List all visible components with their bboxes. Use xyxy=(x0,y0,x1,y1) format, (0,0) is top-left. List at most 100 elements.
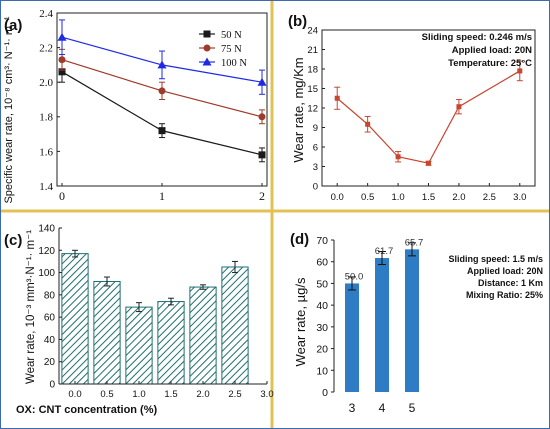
panel-b-ytick-label: 3 xyxy=(313,162,318,173)
panel-c-ytick-label: 40 xyxy=(44,335,56,346)
panel-c-ytick-label: 60 xyxy=(44,313,56,324)
panel-a-marker xyxy=(58,68,66,76)
panel-b-marker xyxy=(517,68,523,74)
panel-d: (d) Wear rate, µg/s 50.0361.7465.7501020… xyxy=(290,231,543,415)
panel-c-ytick-label: 100 xyxy=(38,268,55,279)
panel-b-xtick-label: 0.0 xyxy=(331,192,344,203)
panel-c-ylabel: Wear rate, 10⁻³ mm³·N⁻¹· m⁻¹ xyxy=(25,230,37,384)
panel-d-bar xyxy=(405,249,419,392)
panel-c-bar xyxy=(61,253,89,385)
panel-c-caption: OX: CNT concentration (%) xyxy=(16,404,158,416)
panel-b-marker xyxy=(365,121,371,127)
panel-a-marker xyxy=(202,57,212,66)
panel-c-ytick-label: 20 xyxy=(44,357,56,368)
panel-a-ytick-label: 1.8 xyxy=(39,112,53,124)
panel-b-xtick-label: 2.5 xyxy=(483,192,496,203)
panel-a-xtick-label: 0 xyxy=(59,189,65,203)
panel-d-bar xyxy=(375,258,389,392)
panel-a-legend-label: 50 N xyxy=(221,30,242,41)
panel-c-bar xyxy=(93,280,121,385)
panel-b-ytick-label: 9 xyxy=(313,123,318,134)
panel-a-label: (a) xyxy=(4,17,22,34)
panel-b-series-line xyxy=(336,70,521,164)
panel-c-bar xyxy=(189,286,217,385)
panel-a-ytick-label: 2.4 xyxy=(39,8,53,20)
panel-a-ylabel: Specific wear rate, 10⁻⁸ cm³· N⁻¹· m⁻¹ xyxy=(3,16,15,203)
panel-d-data-label: 65.7 xyxy=(405,237,424,248)
panel-b-note: Temperature: 25°C xyxy=(448,58,532,69)
panel-b-xtick-label: 1.5 xyxy=(422,192,435,203)
panel-c-ytick-label: 0 xyxy=(49,380,55,391)
panel-a-marker xyxy=(158,127,166,135)
panel-d-xtick-label: 3 xyxy=(349,401,356,415)
panel-c-xtick-label: 0.5 xyxy=(100,389,113,400)
panel-b-xtick-label: 0.5 xyxy=(361,192,374,203)
panel-d-note: Mixing Ratio: 25% xyxy=(466,290,543,300)
panel-c-ytick-label: 140 xyxy=(38,224,55,235)
panel-b-ytick-label: 18 xyxy=(307,64,318,75)
panel-a-legend-label: 75 N xyxy=(221,44,242,55)
panel-b-ylabel: Wear rate, mg/Km xyxy=(291,57,306,162)
panel-d-ytick-label: 0 xyxy=(322,387,328,399)
panel-b: (b) Wear rate, mg/Km 0 3 6 9 12 15 18 21 24 0.0 0.… xyxy=(288,13,536,203)
panel-d-data-label: 50.0 xyxy=(345,271,364,282)
panel-d-note: Distance: 1 Km xyxy=(478,278,543,288)
panel-a-marker xyxy=(203,30,211,38)
panel-b-ytick-label: 6 xyxy=(313,142,318,153)
panel-d-ytick-label: 10 xyxy=(316,365,328,377)
panel-a-marker xyxy=(258,151,266,159)
panel-d-xtick-label: 4 xyxy=(379,401,386,415)
panel-d-ytick-label: 60 xyxy=(316,257,328,269)
panel-c-xtick-label: 0.0 xyxy=(68,389,81,400)
panel-c-xtick-label: 3.0 xyxy=(260,389,273,400)
panel-d-ytick-label: 40 xyxy=(316,300,328,312)
panel-a-marker xyxy=(203,44,211,52)
panel-b-marker xyxy=(334,95,340,101)
panel-b-ytick-label: 0 xyxy=(313,181,318,192)
panel-b-ytick-label: 21 xyxy=(307,45,318,56)
panel-a: (a) Specific wear rate, 10⁻⁸ cm³· N⁻¹· m… xyxy=(3,8,268,204)
panel-a-marker xyxy=(258,113,266,121)
panel-d-xtick-label: 5 xyxy=(409,401,416,415)
panel-c-xtick-label: 1.0 xyxy=(132,389,145,400)
panel-d-label: (d) xyxy=(290,231,309,248)
panel-b-label: (b) xyxy=(288,13,307,30)
panel-a-xtick-label: 1 xyxy=(159,189,165,203)
panel-d-ytick-label: 20 xyxy=(316,344,328,356)
panel-d-data-label: 61.7 xyxy=(375,246,394,257)
panel-d-note: Sliding speed: 1.5 m/s xyxy=(448,254,543,264)
panel-a-marker xyxy=(57,32,67,41)
panel-c-bar xyxy=(157,301,185,385)
panel-b-xtick-label: 1.0 xyxy=(391,192,404,203)
panel-d-note: Applied load: 20N xyxy=(467,266,543,276)
panel-a-ytick-label: 2.0 xyxy=(39,77,53,89)
panel-d-ytick-label: 50 xyxy=(316,278,328,290)
panel-a-marker xyxy=(257,77,267,86)
panel-b-ytick-label: 15 xyxy=(307,84,318,95)
panel-c-bar xyxy=(125,306,153,385)
panel-a-ytick-label: 1.6 xyxy=(39,146,53,158)
panel-b-note: Applied load: 20N xyxy=(452,45,532,56)
panel-d-ytick-label: 30 xyxy=(316,322,328,334)
panel-a-legend-label: 100 N xyxy=(221,58,247,69)
panel-a-marker xyxy=(158,87,166,95)
panel-d-ytick-label: 70 xyxy=(316,235,328,247)
panel-c-xtick-label: 2.0 xyxy=(196,389,209,400)
panel-d-bar xyxy=(345,283,359,392)
panel-c-xtick-label: 1.5 xyxy=(164,389,177,400)
panel-c-label: (c) xyxy=(4,232,22,249)
panel-b-ytick-label: 12 xyxy=(307,103,318,114)
panel-a-marker xyxy=(58,56,66,64)
panel-a-xtick-label: 2 xyxy=(259,189,265,203)
panel-b-marker xyxy=(426,160,431,166)
panel-c-xtick-label: 2.5 xyxy=(228,389,241,400)
panel-b-marker xyxy=(456,104,462,110)
panel-c-bar xyxy=(221,266,249,385)
panel-d-ylabel: Wear rate, µg/s xyxy=(293,277,308,366)
panel-c-ytick-label: 80 xyxy=(44,290,56,301)
panel-c: (c) Wear rate, 10⁻³ mm³·N⁻¹· m⁻¹ OX: CNT… xyxy=(4,224,274,417)
panel-b-xtick-label: 3.0 xyxy=(513,192,526,203)
panel-b-marker xyxy=(395,154,401,160)
